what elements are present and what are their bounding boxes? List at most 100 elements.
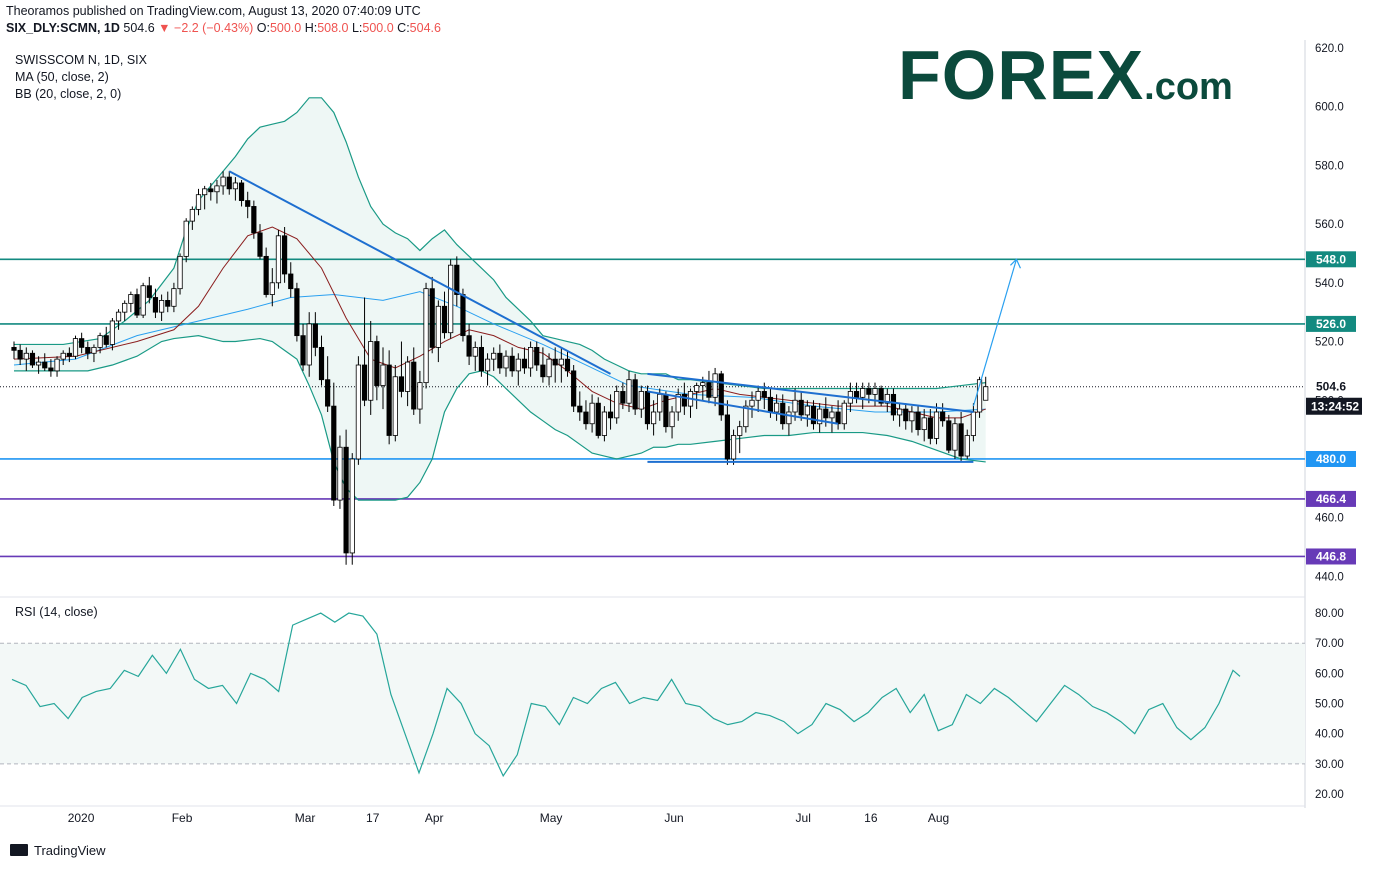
level-tag-label: 466.4 — [1316, 492, 1346, 506]
legend-title[interactable]: SWISSCOM N, 1D, SIX — [15, 53, 147, 67]
high-label: H: — [304, 21, 318, 35]
rsi-tick-label: 20.00 — [1315, 789, 1344, 801]
candle-body — [460, 294, 466, 337]
candle-body — [380, 364, 386, 386]
candle-body — [423, 288, 429, 384]
candle-body — [42, 361, 48, 369]
trendline — [228, 170, 612, 375]
countdown-tag-label: 13:24:52 — [1311, 400, 1359, 414]
candle-body — [558, 358, 564, 366]
candle-body — [829, 411, 835, 419]
candle-body — [774, 402, 780, 413]
candle-body — [23, 352, 29, 360]
candle-body — [743, 405, 749, 428]
time-tick-label: Mar — [295, 811, 316, 825]
last-price-text: 504.6 — [123, 21, 155, 35]
candle-body — [91, 346, 97, 354]
candle-body — [29, 352, 36, 366]
legend-bb[interactable]: BB (20, close, 2, 0) — [15, 87, 122, 101]
rsi-line — [11, 612, 1241, 778]
candle-body — [730, 435, 737, 460]
candle-body — [85, 346, 91, 354]
candle-body — [79, 338, 85, 348]
candle-body — [398, 376, 405, 392]
change-arrow-icon: ▼ — [158, 21, 171, 35]
candle-body — [509, 355, 515, 372]
candle-body — [804, 405, 810, 416]
time-axis: 2020 Feb Mar 17 Apr May Jun Jul 16 Aug — [68, 811, 949, 825]
candle-body — [115, 311, 122, 322]
rsi-tick-label: 60.00 — [1315, 668, 1344, 680]
candle-body — [792, 399, 798, 413]
candle-body — [749, 399, 755, 407]
candle-body — [528, 346, 534, 369]
rsi-tick-label: 80.00 — [1315, 608, 1344, 620]
candle-body — [491, 352, 497, 360]
time-tick-label: Jul — [796, 811, 811, 825]
candle-body — [835, 411, 841, 425]
trendline — [647, 390, 839, 425]
level-tag-label: 480.0 — [1316, 452, 1346, 466]
candle-body — [632, 379, 638, 410]
candle-body — [927, 417, 933, 439]
candle-body — [238, 182, 245, 201]
candle-body — [392, 376, 398, 436]
candle-body — [232, 182, 238, 190]
candle-body — [589, 402, 595, 425]
candle-body — [208, 188, 214, 193]
candle-body — [417, 382, 423, 410]
tradingview-footer[interactable]: TradingView — [10, 843, 106, 858]
candle-body — [657, 393, 663, 413]
legend-ma[interactable]: MA (50, close, 2) — [15, 70, 109, 84]
candle-body — [761, 391, 767, 398]
candle-body — [269, 282, 275, 295]
candle-body — [448, 264, 454, 334]
candle-body — [663, 393, 669, 428]
rsi-tick-label: 40.00 — [1315, 729, 1344, 741]
candle-body — [921, 417, 927, 431]
candle-body — [281, 235, 288, 275]
level-tag-box — [1306, 450, 1356, 467]
rsi-band-fill — [0, 643, 1305, 764]
time-tick-label: 17 — [366, 811, 380, 825]
candle-body — [318, 346, 325, 381]
candle-body — [288, 273, 294, 290]
candle-body — [66, 352, 72, 357]
candle-body — [220, 176, 226, 187]
candle-body — [644, 391, 651, 425]
legend-rsi[interactable]: RSI (14, close) — [15, 605, 98, 619]
candle-body — [737, 426, 743, 436]
candle-body — [540, 364, 546, 378]
candle-body — [349, 458, 355, 554]
candle-body — [343, 446, 349, 554]
candle-body — [484, 358, 491, 372]
bollinger-band-fill — [14, 97, 986, 501]
candle-body — [706, 382, 712, 398]
candle-body — [767, 396, 774, 413]
horizontal-levels — [0, 258, 1305, 558]
time-tick-label: Feb — [172, 811, 193, 825]
candle-body — [435, 305, 441, 348]
symbol-text: SIX_DLY:SCMN, 1D — [6, 21, 120, 35]
high-value: 508.0 — [317, 21, 349, 35]
candle-body — [884, 393, 890, 404]
candle-body — [651, 411, 657, 425]
candle-body — [202, 188, 208, 196]
price-tick-label: 520.0 — [1315, 337, 1344, 349]
candle-body — [983, 386, 989, 401]
candle-body — [478, 346, 485, 372]
time-tick-label: 2020 — [68, 811, 95, 825]
candle-body — [195, 194, 202, 210]
candle-body — [11, 346, 17, 351]
last-price-tag-label: 504.6 — [1316, 380, 1346, 394]
candle-body — [177, 255, 183, 290]
candle-body — [497, 352, 503, 369]
candle-body — [257, 232, 263, 257]
candle-body — [866, 388, 872, 395]
candle-body — [841, 402, 847, 425]
symbol-line: SIX_DLY:SCMN, 1D 504.6 ▼ −2.2 (−0.43%) O… — [6, 21, 441, 35]
candle-body — [607, 411, 614, 419]
candle-body — [546, 358, 552, 378]
candle-body — [72, 338, 79, 357]
